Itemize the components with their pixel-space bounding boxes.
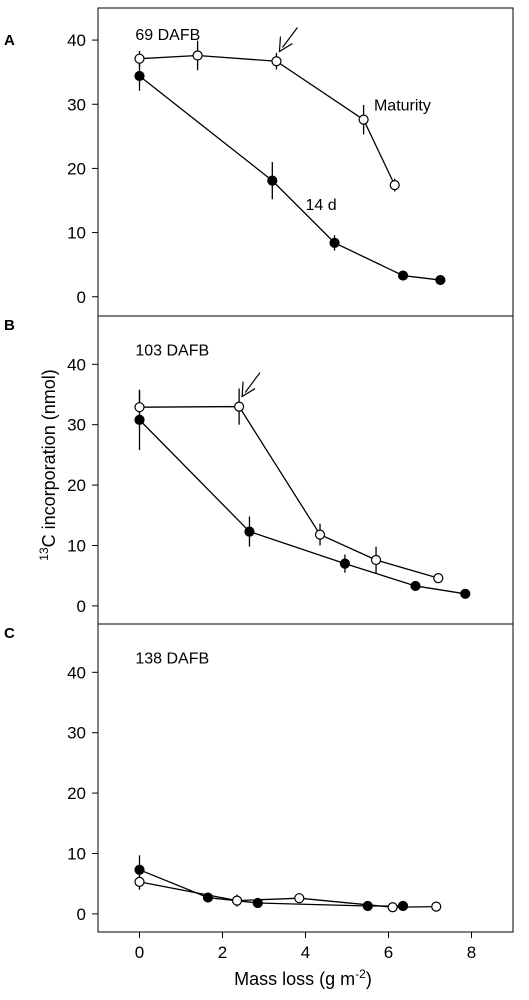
- data-point-open: [134, 876, 145, 887]
- y-tick-label: 10: [67, 536, 86, 555]
- panel-letter: C: [4, 625, 15, 642]
- y-tick-label: 0: [77, 288, 86, 307]
- data-point-filled: [410, 580, 421, 592]
- data-point-filled: [460, 588, 471, 599]
- data-point-open: [234, 401, 245, 412]
- data-point-open: [358, 114, 369, 125]
- data-point-filled: [397, 900, 409, 912]
- data-point-filled: [252, 897, 263, 909]
- x-tick-label: 2: [218, 943, 227, 962]
- panel-letter: B: [4, 317, 15, 334]
- data-point-open: [370, 554, 382, 566]
- plot-frame: [97, 7, 514, 317]
- y-tick-label: 10: [67, 224, 86, 243]
- y-axis-title-superscript: 13: [37, 547, 51, 561]
- data-point-open: [314, 529, 326, 540]
- y-tick-label: 40: [67, 31, 86, 50]
- x-axis-title-main: Mass loss (g m: [234, 969, 355, 989]
- arrow-shaft: [244, 372, 261, 393]
- arrow-shaft: [281, 27, 298, 48]
- arrow-head: [278, 36, 293, 53]
- data-point-filled: [267, 175, 278, 186]
- panel-a: A 0 10 20 30 40 69 DAFB Maturity 14 d: [4, 7, 514, 317]
- y-tick-label: 20: [67, 784, 86, 803]
- data-point-filled: [435, 274, 446, 286]
- data-point-filled: [329, 237, 340, 248]
- y-tick-label: 20: [67, 159, 86, 178]
- panel-letter: A: [4, 32, 15, 49]
- plot-frame: [97, 315, 514, 625]
- data-point-filled: [362, 900, 373, 912]
- x-tick-label: 8: [467, 943, 476, 962]
- data-point-open: [271, 56, 282, 67]
- data-point-filled: [397, 270, 409, 281]
- data-point-open: [431, 901, 442, 912]
- panel-c: C 0 10 20 30 40 0 2 4 6 8 138 DAFB: [4, 623, 514, 962]
- data-point-open: [134, 402, 145, 413]
- x-axis-title: Mass loss (g m-2): [234, 967, 372, 989]
- y-tick-label: 0: [77, 597, 86, 616]
- series-line-open: [139, 405, 439, 579]
- x-tick-label: 0: [135, 943, 144, 962]
- data-point-open: [231, 895, 243, 906]
- annotation-label: 69 DAFB: [135, 27, 200, 44]
- y-tick-label: 40: [67, 663, 86, 682]
- data-point-open: [192, 50, 203, 61]
- y-tick-label: 10: [67, 844, 86, 863]
- annotation-label: 14 d: [306, 197, 337, 214]
- data-point-open: [389, 180, 400, 191]
- data-point-filled: [134, 864, 145, 875]
- data-point-open: [433, 573, 444, 584]
- y-axis-title-main: C incorporation (nmol): [39, 369, 59, 547]
- y-tick-label: 30: [67, 416, 86, 435]
- panel-b: B 0 10 20 30 40 103 DAFB: [4, 315, 514, 625]
- data-point-open: [294, 893, 305, 904]
- y-tick-label: 30: [67, 95, 86, 114]
- series-line-open: [139, 54, 396, 186]
- x-axis-title-close: ): [366, 969, 372, 989]
- data-point-filled: [244, 526, 255, 537]
- data-point-filled: [134, 70, 145, 82]
- series-line-filled: [139, 869, 404, 907]
- annotation-label: 138 DAFB: [135, 650, 209, 667]
- data-point-open: [134, 53, 145, 64]
- data-point-open: [387, 902, 398, 913]
- y-tick-label: 0: [77, 905, 86, 924]
- y-tick-label: 20: [67, 476, 86, 495]
- x-axis-title-superscript: -2: [355, 967, 366, 981]
- x-tick-label: 4: [301, 943, 310, 962]
- data-point-filled: [202, 892, 214, 903]
- annotation-label: 103 DAFB: [135, 342, 209, 359]
- annotation-label: Maturity: [374, 98, 431, 115]
- x-tick-label: 6: [384, 943, 393, 962]
- y-tick-label: 40: [67, 355, 86, 374]
- y-tick-label: 30: [67, 724, 86, 743]
- data-point-filled: [134, 414, 145, 425]
- arrow-head: [241, 381, 256, 398]
- data-point-filled: [339, 558, 351, 569]
- y-axis-title: 13C incorporation (nmol): [37, 369, 59, 560]
